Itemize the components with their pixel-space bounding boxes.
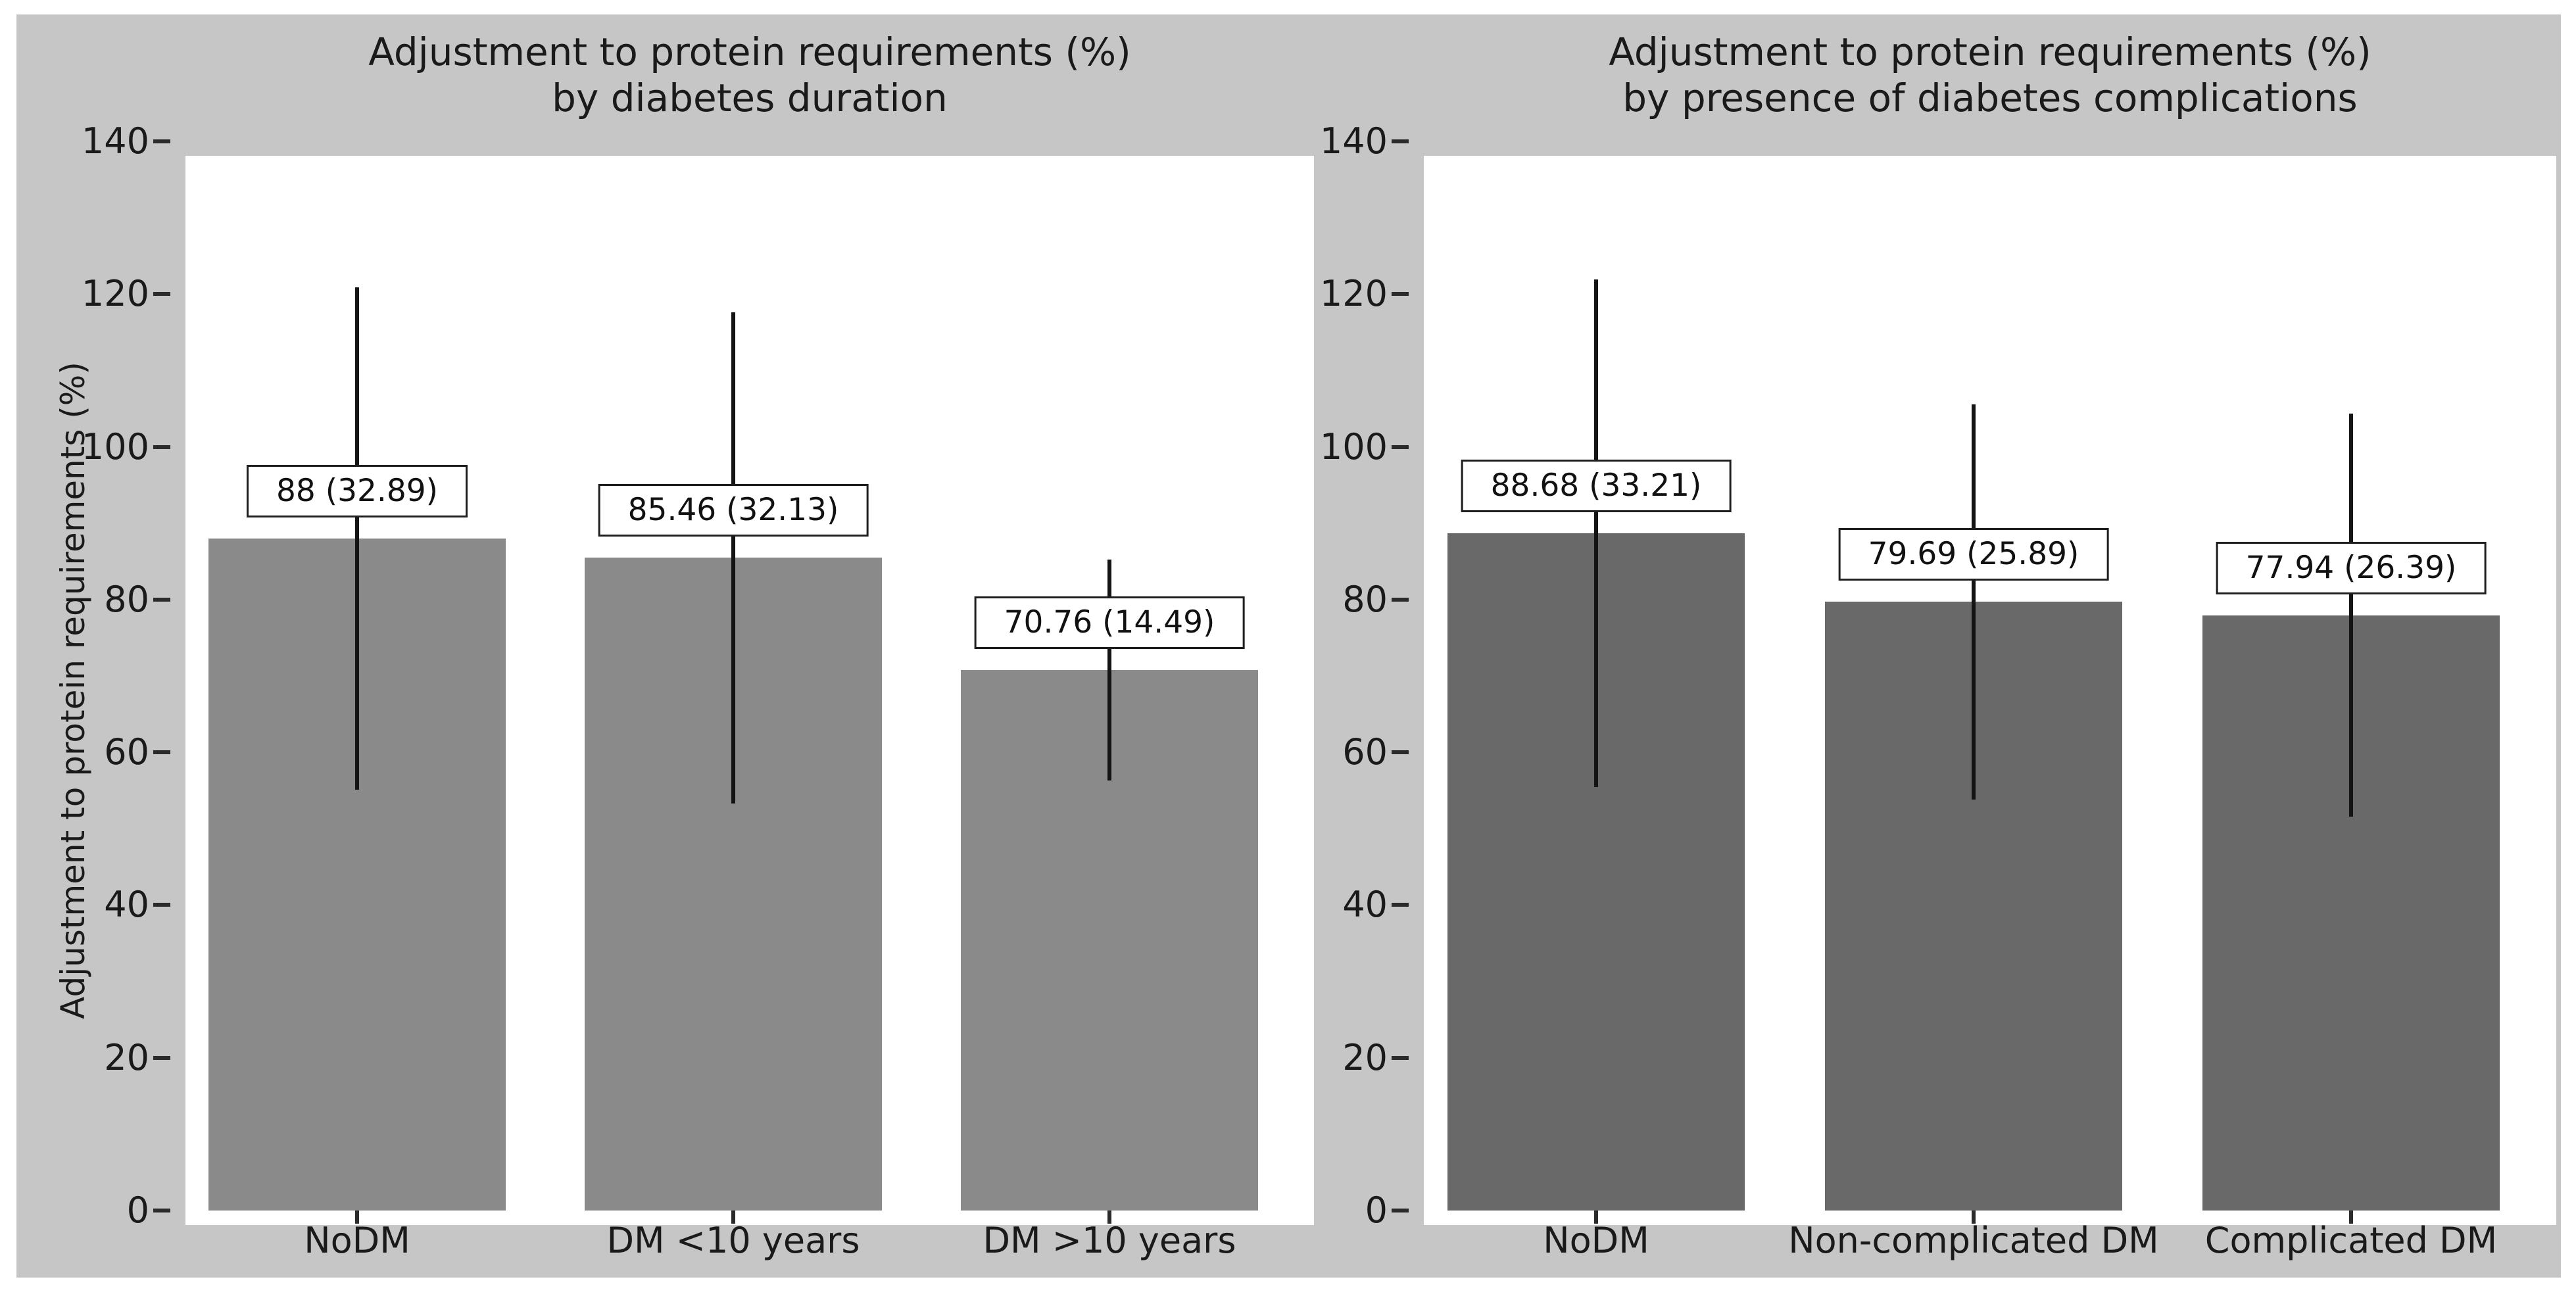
x-tick-mark xyxy=(1594,1211,1598,1224)
value-label-box: 88.68 (33.21) xyxy=(1461,460,1732,513)
chart-title-right-line1: Adjustment to protein requirements (%) xyxy=(1609,30,2371,74)
y-tick-label: 60 xyxy=(1342,731,1388,773)
y-tick-mark xyxy=(1392,597,1409,602)
x-tick-mark xyxy=(1107,1211,1111,1224)
chart-title-right-line2: by presence of diabetes complications xyxy=(1622,76,2358,120)
y-tick-label: 140 xyxy=(81,120,149,162)
y-tick-label: 20 xyxy=(104,1036,149,1078)
value-label-box: 88 (32.89) xyxy=(247,464,468,517)
chart-title-left-line1: Adjustment to protein requirements (%) xyxy=(368,30,1131,74)
category-label: NoDM xyxy=(304,1220,410,1261)
y-tick-label: 20 xyxy=(1342,1036,1388,1078)
y-tick-mark xyxy=(1392,750,1409,755)
y-tick-mark xyxy=(1392,139,1409,143)
x-tick-mark xyxy=(1972,1211,1976,1224)
y-tick-label: 0 xyxy=(1365,1189,1388,1231)
y-tick-label: 100 xyxy=(1319,425,1388,468)
error-bar xyxy=(2349,414,2353,817)
y-tick-mark xyxy=(153,750,170,755)
y-tick-mark xyxy=(1392,444,1409,449)
y-tick-mark xyxy=(153,139,170,143)
x-tick-mark xyxy=(355,1211,359,1224)
chart-title-left: Adjustment to protein requirements (%) b… xyxy=(185,29,1314,121)
y-tick-label: 140 xyxy=(1319,120,1388,162)
y-tick-mark xyxy=(1392,1055,1409,1060)
value-label-box: 85.46 (32.13) xyxy=(598,484,869,537)
value-label-box: 79.69 (25.89) xyxy=(1838,528,2109,581)
y-tick-label: 40 xyxy=(104,884,149,926)
y-tick-mark xyxy=(1392,292,1409,297)
y-tick-mark xyxy=(153,597,170,602)
category-label: NoDM xyxy=(1543,1220,1649,1261)
y-tick-label: 80 xyxy=(104,578,149,620)
chart-title-left-line2: by diabetes duration xyxy=(552,76,948,120)
x-tick-mark xyxy=(2349,1211,2353,1224)
y-tick-label: 60 xyxy=(104,731,149,773)
category-label: Complicated DM xyxy=(2204,1220,2498,1261)
category-label: Non-complicated DM xyxy=(1788,1220,2159,1261)
error-bar xyxy=(1972,404,1976,800)
y-tick-mark xyxy=(1392,1209,1409,1212)
y-tick-mark xyxy=(1392,903,1409,907)
y-tick-mark xyxy=(153,903,170,907)
x-tick-mark xyxy=(731,1211,735,1224)
y-tick-label: 120 xyxy=(81,273,149,315)
error-bar xyxy=(1594,279,1598,787)
error-bar xyxy=(355,287,359,790)
chart-title-right: Adjustment to protein requirements (%) b… xyxy=(1424,29,2556,121)
y-tick-label: 80 xyxy=(1342,578,1388,620)
cropped-caption-strip xyxy=(0,1278,2576,1296)
y-tick-mark xyxy=(153,444,170,449)
category-label: DM <10 years xyxy=(606,1220,860,1261)
error-bar xyxy=(1107,559,1111,781)
category-label: DM >10 years xyxy=(983,1220,1236,1261)
y-tick-mark xyxy=(153,292,170,297)
value-label-box: 77.94 (26.39) xyxy=(2216,541,2487,594)
value-label-box: 70.76 (14.49) xyxy=(974,596,1245,650)
y-tick-label: 0 xyxy=(126,1189,149,1231)
y-tick-mark xyxy=(153,1055,170,1060)
y-tick-label: 40 xyxy=(1342,884,1388,926)
y-tick-mark xyxy=(153,1209,170,1212)
error-bar xyxy=(731,312,735,804)
y-tick-label: 120 xyxy=(1319,273,1388,315)
y-tick-label: 100 xyxy=(81,425,149,468)
